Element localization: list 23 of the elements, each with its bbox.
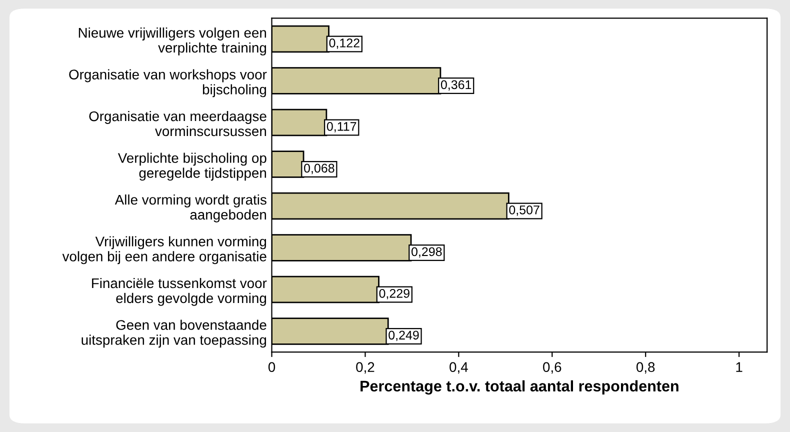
x-tick-label: 1 bbox=[736, 362, 742, 372]
x-tick-label: 0,4 bbox=[450, 362, 468, 374]
data-label: 0,361 bbox=[440, 80, 472, 91]
data-label: 0,068 bbox=[304, 164, 334, 174]
y-tick-label: Nieuwe vrijwilligers volgen een verplichte training bbox=[78, 28, 266, 56]
y-tick-label: Geen van bovenstaande uitspraken zijn van toepassing bbox=[82, 320, 266, 348]
data-label: 0,298 bbox=[412, 247, 442, 258]
data-label: 0,507 bbox=[509, 205, 540, 216]
y-tick-label: Organisatie van meerdaagse vorminscursussen bbox=[89, 110, 266, 136]
data-label: 0,249 bbox=[388, 330, 419, 342]
x-tick-label: 0,6 bbox=[543, 362, 562, 374]
y-tick-label: Vrijwilligers kunnen vorming volgen bij een andere organisatie bbox=[62, 236, 266, 264]
y-tick-label: Alle vorming wordt gratis aangeboden bbox=[114, 194, 266, 222]
x-axis-title: Percentage t.o.v. totaal aantal respondenten bbox=[360, 380, 678, 395]
y-tick-label: Organisatie van workshops voor bijscholing bbox=[69, 69, 267, 98]
data-label: 0,122 bbox=[329, 38, 360, 49]
x-tick-label: 0,8 bbox=[636, 362, 655, 374]
y-tick-label: Verplichte bijscholing op geregelde tijdstippen bbox=[118, 152, 266, 181]
x-tick-label: 0,2 bbox=[356, 362, 374, 374]
y-tick-label: Financiële tussenkomst voor elders gevolgde vorming bbox=[92, 278, 267, 306]
x-tick-label: 0 bbox=[268, 362, 276, 372]
data-label: 0,117 bbox=[326, 122, 356, 132]
data-label: 0,229 bbox=[379, 288, 410, 300]
